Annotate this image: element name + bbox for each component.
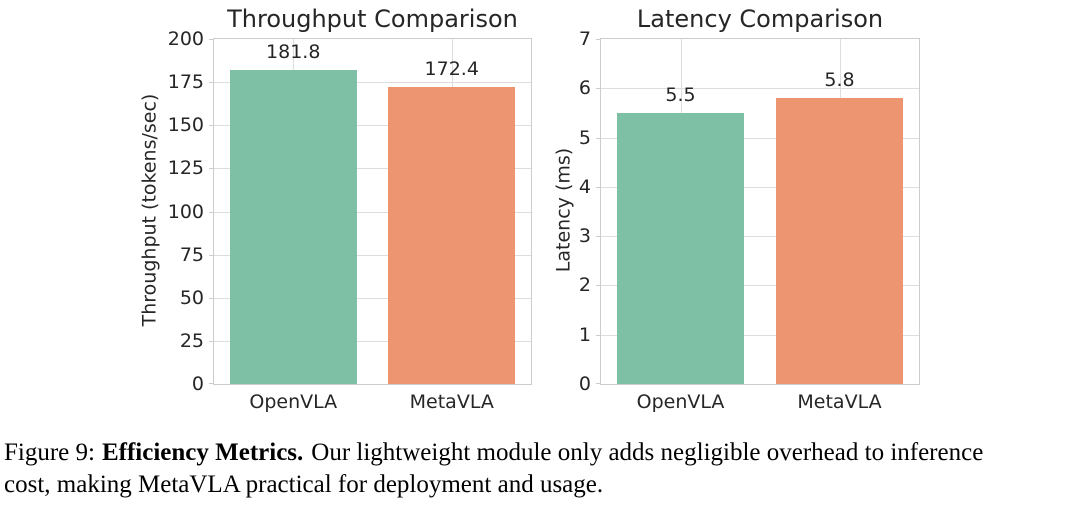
y-tick-mark (209, 297, 214, 299)
caption-text-line1: Our lightweight module only adds negligi… (311, 439, 984, 466)
y-tick-label: 25 (179, 329, 204, 352)
gridline (601, 137, 919, 139)
y-tick-mark (209, 39, 214, 40)
y-tick-label: 0 (578, 373, 591, 395)
y-tick-label: 2 (578, 274, 591, 297)
y-tick-mark (596, 39, 601, 40)
x-tick-label: OpenVLA (249, 391, 338, 413)
throughput-plot-area: 0 25 50 75 100 125 150 175 200 181.8 OpenVLA 172.4 M… (168, 28, 532, 413)
y-tick-label: 200 (167, 28, 204, 50)
bar-metavla (775, 98, 904, 384)
gridline (601, 186, 919, 188)
y-tick-label: 6 (578, 77, 591, 100)
y-tick-mark (596, 137, 601, 139)
bar-value-label: 5.5 (665, 83, 696, 106)
y-tick-mark (209, 125, 214, 127)
x-tick-label: MetaVLA (797, 391, 882, 413)
gridline (214, 297, 531, 299)
gridline (601, 285, 919, 287)
y-tick-mark (209, 340, 214, 342)
y-tick-mark (209, 383, 214, 384)
gridline (214, 211, 531, 213)
y-tick-label: 4 (578, 175, 591, 198)
y-tick-mark (596, 383, 601, 384)
gridline (601, 88, 919, 90)
y-tick-label: 5 (578, 126, 591, 149)
gridline (214, 340, 531, 342)
y-tick-label: 3 (578, 225, 591, 248)
y-tick-label: 1 (578, 323, 591, 346)
x-tick-label: OpenVLA (636, 391, 725, 413)
throughput-chart-title: Throughput Comparison (227, 5, 518, 33)
y-tick-label: 75 (179, 243, 204, 266)
y-tick-label: 0 (191, 373, 204, 395)
figure-caption: Figure 9: Efficiency Metrics. Our lightwei… (4, 437, 1076, 501)
y-tick-label: 150 (167, 114, 204, 137)
gridline (214, 125, 531, 127)
caption-figure-label: Figure 9: (4, 439, 95, 466)
latency-plot-area: 0 1 2 3 4 5 6 7 5.5 OpenVLA 5.8 MetaVLA (579, 28, 920, 413)
y-tick-mark (209, 211, 214, 213)
y-tick-mark (596, 236, 601, 238)
caption-line-2: cost, making MetaVLA practical for deplo… (4, 471, 604, 498)
gridline (214, 168, 531, 170)
gridline (601, 334, 919, 336)
y-tick-label: 100 (167, 200, 204, 223)
bar-metavla (388, 86, 516, 384)
y-tick-mark (596, 88, 601, 90)
gridline (601, 236, 919, 238)
y-tick-label: 175 (167, 71, 204, 94)
y-tick-mark (209, 168, 214, 170)
gridline (214, 82, 531, 84)
gridline (214, 254, 531, 256)
bar-value-label: 5.8 (824, 69, 855, 92)
y-tick-mark (596, 285, 601, 287)
y-tick-mark (209, 254, 214, 256)
bar-openvla (229, 70, 357, 384)
y-tick-mark (209, 82, 214, 84)
bar-value-label: 181.8 (266, 41, 321, 64)
caption-bold-title: Efficiency Metrics. (101, 439, 304, 466)
latency-chart-title: Latency Comparison (636, 5, 884, 33)
caption-line-1: Figure 9: Efficiency Metrics. Our lightwei… (4, 437, 1076, 469)
y-tick-mark (596, 186, 601, 188)
bar-openvla (616, 112, 745, 384)
x-tick-label: MetaVLA (409, 391, 494, 413)
y-tick-label: 7 (578, 28, 591, 50)
y-tick-label: 125 (167, 157, 204, 180)
y-tick-label: 50 (179, 286, 204, 309)
bar-value-label: 172.4 (424, 57, 479, 80)
y-tick-mark (596, 334, 601, 336)
